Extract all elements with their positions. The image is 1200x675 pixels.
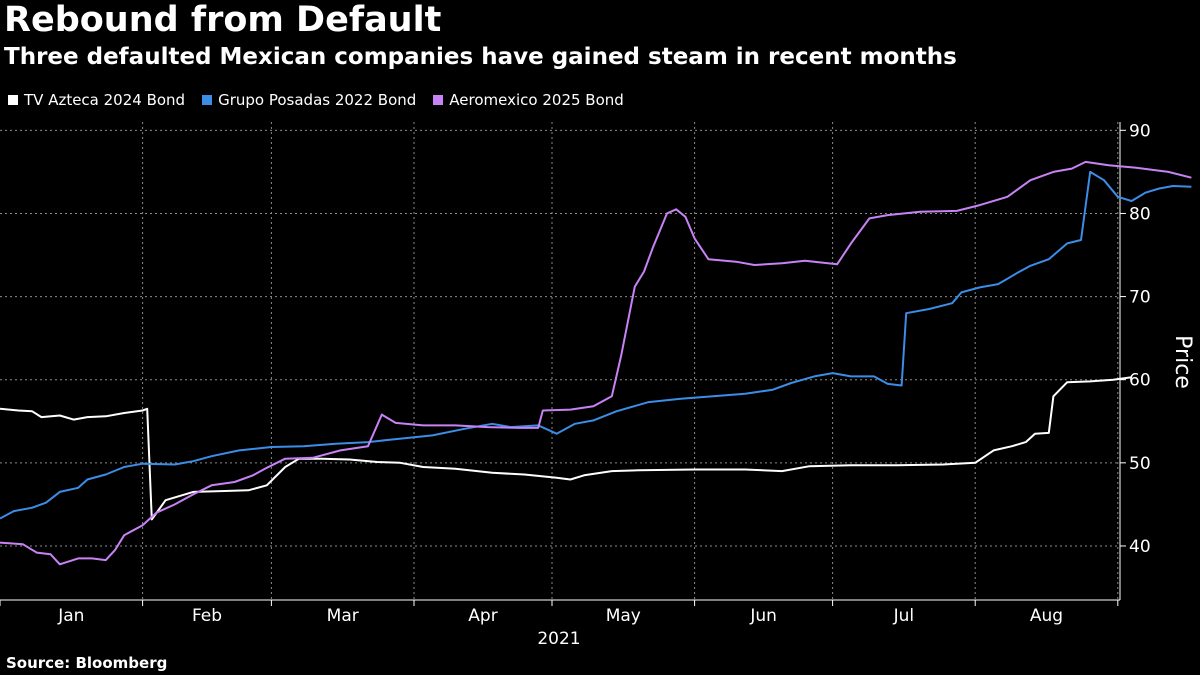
series-line-tv-azteca-2024-bond (0, 376, 1132, 521)
chart-title: Rebound from Default (4, 0, 442, 40)
legend-item: Aeromexico 2025 Bond (433, 91, 624, 109)
x-tick-label: Jul (893, 606, 915, 626)
legend: TV Azteca 2024 Bond Grupo Posadas 2022 Bo… (8, 91, 641, 109)
x-tick-label: Feb (192, 606, 222, 626)
x-tick-label: Jun (749, 606, 777, 626)
x-tick-label: Aug (1030, 606, 1063, 626)
series-line-aeromexico-2025-bond (0, 160, 1192, 566)
y-tick-label: 50 (1129, 454, 1151, 474)
legend-label: Grupo Posadas 2022 Bond (218, 91, 417, 109)
x-tick-label: May (606, 606, 641, 626)
series-lines (0, 160, 1192, 566)
x-axis-year-label: 2021 (537, 629, 580, 649)
y-tick-label: 90 (1129, 121, 1151, 141)
legend-label: Aeromexico 2025 Bond (449, 91, 624, 109)
legend-label: TV Azteca 2024 Bond (24, 91, 186, 109)
source-note: Source: Bloomberg (6, 654, 168, 672)
x-tick-label: Mar (327, 606, 359, 626)
y-tick-label: 60 (1129, 371, 1151, 391)
y-tick-label: 70 (1129, 288, 1151, 308)
legend-swatch (433, 95, 444, 105)
chart-subtitle: Three defaulted Mexican companies have g… (4, 44, 957, 70)
y-tick-label: 40 (1129, 537, 1151, 557)
y-tick-label: 80 (1129, 204, 1151, 224)
legend-item: Grupo Posadas 2022 Bond (202, 91, 416, 109)
y-axis: 40 50 60 70 80 90 (1119, 121, 1151, 600)
y-axis-title: Price (1170, 335, 1195, 389)
series-line-grupo-posadas-2022-bond (0, 170, 1192, 520)
x-tick-label: Jan (57, 606, 84, 626)
legend-item: TV Azteca 2024 Bond (8, 91, 185, 109)
legend-swatch (8, 95, 18, 105)
x-tick-label: Apr (468, 606, 497, 626)
legend-swatch (202, 95, 213, 105)
x-axis: Jan Feb Mar Apr May Jun Jul Aug (0, 599, 1120, 626)
grid-lines (0, 122, 1120, 600)
